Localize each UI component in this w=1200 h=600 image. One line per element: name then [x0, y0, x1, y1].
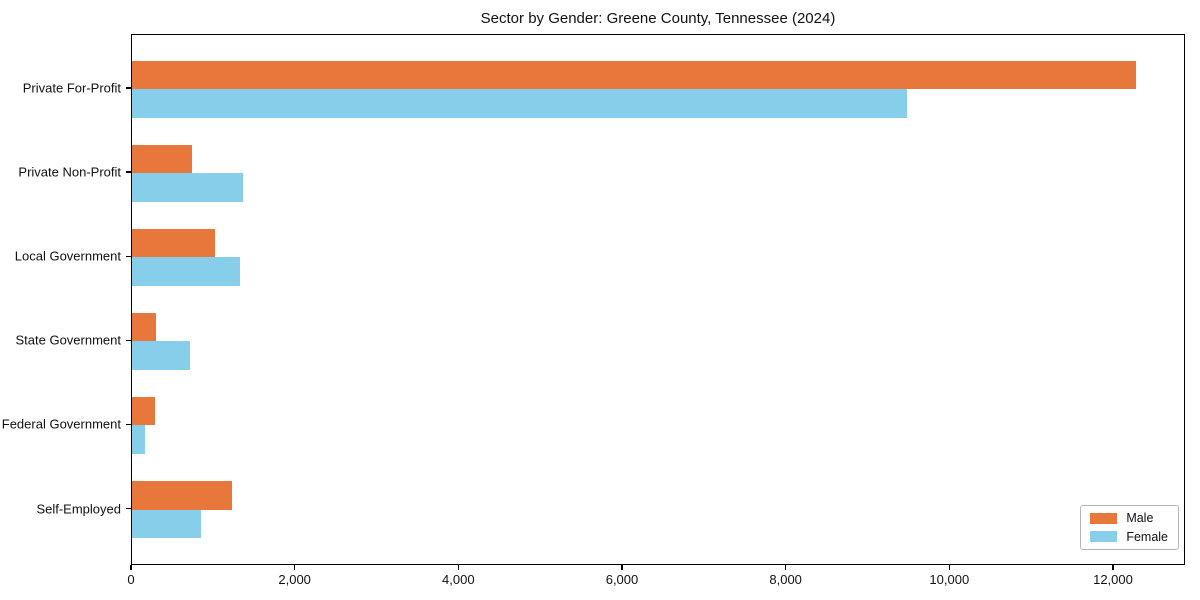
x-tick-label: 8,000 — [769, 572, 802, 587]
x-tick-mark — [1112, 565, 1114, 570]
y-tick-label: Self-Employed — [36, 501, 121, 516]
legend-swatch-male — [1090, 512, 1118, 524]
legend: Male Female — [1080, 505, 1179, 550]
x-tick-mark — [293, 565, 296, 570]
bar-female-2 — [132, 173, 244, 202]
bar-male-4 — [132, 312, 157, 342]
bar-male-6 — [132, 481, 232, 510]
x-tick-label: 0 — [127, 572, 135, 587]
legend-item-female: Female — [1090, 529, 1168, 544]
x-tick-mark — [457, 565, 460, 570]
legend-item-male: Male — [1090, 512, 1168, 525]
x-tick-mark — [784, 565, 787, 570]
y-tick-mark — [126, 423, 131, 426]
bar-male-3 — [132, 228, 216, 258]
x-tick-mark — [130, 565, 132, 570]
y-tick-label: Federal Government — [1, 416, 121, 432]
y-tick-label: State Government — [15, 332, 122, 348]
y-tick-label: Private Non-Profit — [18, 164, 121, 180]
y-tick-label: Local Government — [14, 248, 121, 264]
chart-title: Sector by Gender: Greene County, Tenness… — [480, 10, 836, 27]
bar-female-1 — [132, 89, 907, 118]
bar-female-3 — [132, 257, 240, 286]
x-tick-label: 10,000 — [929, 572, 970, 587]
x-tick-mark — [621, 565, 623, 570]
bar-male-1 — [132, 60, 1137, 89]
legend-swatch-female — [1090, 531, 1118, 543]
bar-male-2 — [132, 144, 192, 174]
x-tick-mark — [948, 565, 950, 570]
y-tick-mark — [126, 171, 131, 173]
y-tick-mark — [126, 87, 131, 89]
bar-female-6 — [132, 509, 202, 538]
x-tick-label: 4,000 — [442, 572, 475, 587]
plot-area: Male Female — [131, 34, 1185, 565]
legend-label: Male — [1126, 511, 1154, 525]
x-tick-label: 6,000 — [605, 572, 639, 587]
y-tick-mark — [126, 507, 131, 510]
x-tick-label: 12,000 — [1093, 572, 1133, 587]
bar-male-5 — [132, 396, 156, 426]
x-tick-label: 2,000 — [278, 572, 311, 587]
y-tick-mark — [126, 339, 131, 341]
y-tick-label: Private For-Profit — [22, 80, 121, 96]
legend-label: Female — [1126, 529, 1168, 544]
bar-female-5 — [132, 425, 146, 454]
bar-female-4 — [132, 341, 191, 370]
y-tick-mark — [126, 255, 131, 257]
